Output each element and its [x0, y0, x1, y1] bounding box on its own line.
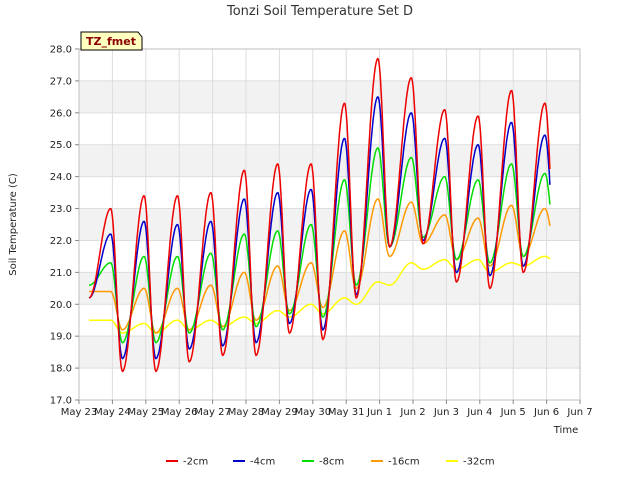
- y-tick-label: 22.0: [50, 236, 72, 247]
- x-tick-label: May 25: [128, 407, 165, 418]
- plot-background-bands: [79, 80, 580, 369]
- y-tick-label: 19.0: [50, 332, 72, 343]
- legend-label: -2cm: [183, 457, 208, 468]
- y-tick-label: 28.0: [50, 45, 72, 56]
- legend-label: -4cm: [250, 457, 275, 468]
- plot-band: [79, 208, 580, 241]
- legend-item: -32cm: [446, 457, 495, 468]
- badge-box: [80, 31, 143, 51]
- y-tick-label: 25.0: [50, 140, 72, 151]
- plot-series: [88, 57, 551, 373]
- y-tick-label: 20.0: [50, 300, 72, 311]
- legend-label: -32cm: [463, 457, 495, 468]
- plot-band: [79, 80, 580, 113]
- y-tick-label: 21.0: [50, 268, 72, 279]
- legend-label: -16cm: [388, 457, 420, 468]
- y-tick-label: 27.0: [50, 76, 72, 87]
- x-axis-label: Time: [553, 425, 578, 436]
- x-tick-label: May 30: [295, 407, 332, 418]
- y-axis-label: Soil Temperature (C): [8, 173, 19, 276]
- chart-title: Tonzi Soil Temperature Set D: [226, 4, 413, 19]
- plot-frame: [78, 48, 581, 401]
- legend-label: -8cm: [319, 457, 344, 468]
- x-tick-label: May 28: [228, 407, 265, 418]
- x-tick-label: May 29: [261, 407, 298, 418]
- legend: -2cm -4cm -8cm -16cm -32cm: [166, 457, 495, 468]
- y-tick-label: 23.0: [50, 204, 72, 215]
- plot-band: [79, 336, 580, 369]
- x-tick-label: Jun 5: [500, 407, 526, 418]
- x-tick-label: Jun 4: [466, 407, 492, 418]
- x-tick-label: Jun 3: [433, 407, 459, 418]
- x-tick-label: May 31: [328, 407, 365, 418]
- badge-label: TZ_fmet: [86, 35, 136, 48]
- legend-item: -4cm: [233, 457, 275, 468]
- legend-item: -16cm: [371, 457, 420, 468]
- x-tick-label: Jun 1: [366, 407, 392, 418]
- y-tick-label: 17.0: [50, 396, 72, 407]
- x-tick-label: May 23: [61, 407, 98, 418]
- x-tick-label: May 26: [161, 407, 198, 418]
- legend-item: -8cm: [302, 457, 344, 468]
- station-badge: TZ_fmet: [80, 31, 143, 51]
- y-tick-label: 18.0: [50, 364, 72, 375]
- y-tick-label: 24.0: [50, 172, 72, 183]
- plot-band: [79, 144, 580, 177]
- y-axis-ticks: 17.0 18.0 19.0 20.0 21.0 22.0 23.0 24.0 25.0 26.0…: [50, 45, 79, 407]
- x-tick-label: May 24: [94, 407, 131, 418]
- legend-item: -2cm: [166, 457, 208, 468]
- x-tick-label: Jun 2: [399, 407, 425, 418]
- x-tick-label: May 27: [194, 407, 231, 418]
- x-tick-label: Jun 6: [533, 407, 559, 418]
- x-tick-label: Jun 7: [566, 407, 592, 418]
- series-line-2cmcm: [88, 57, 551, 373]
- y-tick-label: 26.0: [50, 108, 72, 119]
